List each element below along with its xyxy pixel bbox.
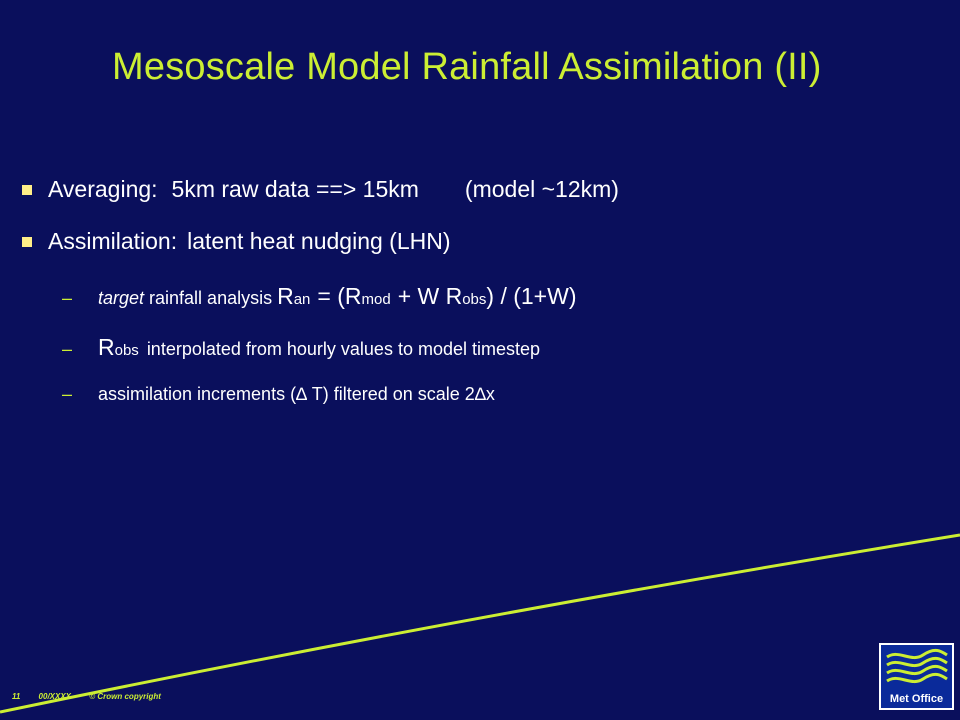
formula-r: R — [277, 283, 294, 309]
formula-eq: = (R — [317, 283, 362, 309]
bullet-label: Averaging: — [48, 176, 158, 202]
reference-code: 00/XXXX — [38, 692, 72, 701]
formula-sub-mod: mod — [361, 291, 391, 308]
bullet-assimilation: Assimilation: latent heat nudging (LHN) — [22, 228, 451, 255]
dash-marker: – — [62, 288, 73, 308]
dash-marker: – — [62, 384, 73, 404]
italic-word: target — [98, 288, 145, 308]
sub-bullet-target-analysis: – target rainfall analysis R an = (R mod… — [62, 283, 577, 310]
formula-sub-an: an — [293, 291, 311, 308]
sub-text: assimilation increments (∆ T) filtered o… — [98, 384, 495, 404]
sub-bullet-increments: – assimilation increments (∆ T) filtered… — [62, 384, 495, 405]
formula-sub-obs: obs — [462, 291, 487, 308]
bullet-label: Assimilation: — [48, 228, 178, 254]
bullet-averaging: Averaging: 5km raw data ==> 15km (model … — [22, 176, 619, 203]
footer: 11 00/XXXX © Crown copyright — [12, 692, 177, 701]
dash-marker: – — [62, 339, 73, 359]
sub-text: interpolated from hourly values to model… — [146, 339, 541, 359]
formula-r: R — [98, 334, 115, 360]
page-number: 11 — [12, 692, 21, 701]
wave-icon — [886, 648, 948, 684]
sub-text: rainfall analysis — [149, 288, 273, 308]
sub-bullet-robs-interpolated: – R obs interpolated from hourly values … — [62, 334, 540, 361]
formula-sub-obs: obs — [114, 342, 139, 359]
formula-end: ) / (1+W) — [486, 283, 577, 309]
bullet-marker — [22, 236, 32, 247]
met-office-logo: Met Office — [879, 643, 954, 710]
copyright-notice: © Crown copyright — [89, 692, 161, 701]
bullet-marker — [22, 184, 32, 195]
formula-mid: + W R — [397, 283, 463, 309]
bullet-note: (model ~12km) — [464, 176, 619, 202]
bullet-text: latent heat nudging (LHN) — [187, 228, 451, 254]
slide-title: Mesoscale Model Rainfall Assimilation (I… — [112, 46, 822, 88]
logo-text: Met Office — [889, 693, 944, 705]
bullet-text: 5km raw data ==> 15km — [171, 176, 419, 202]
